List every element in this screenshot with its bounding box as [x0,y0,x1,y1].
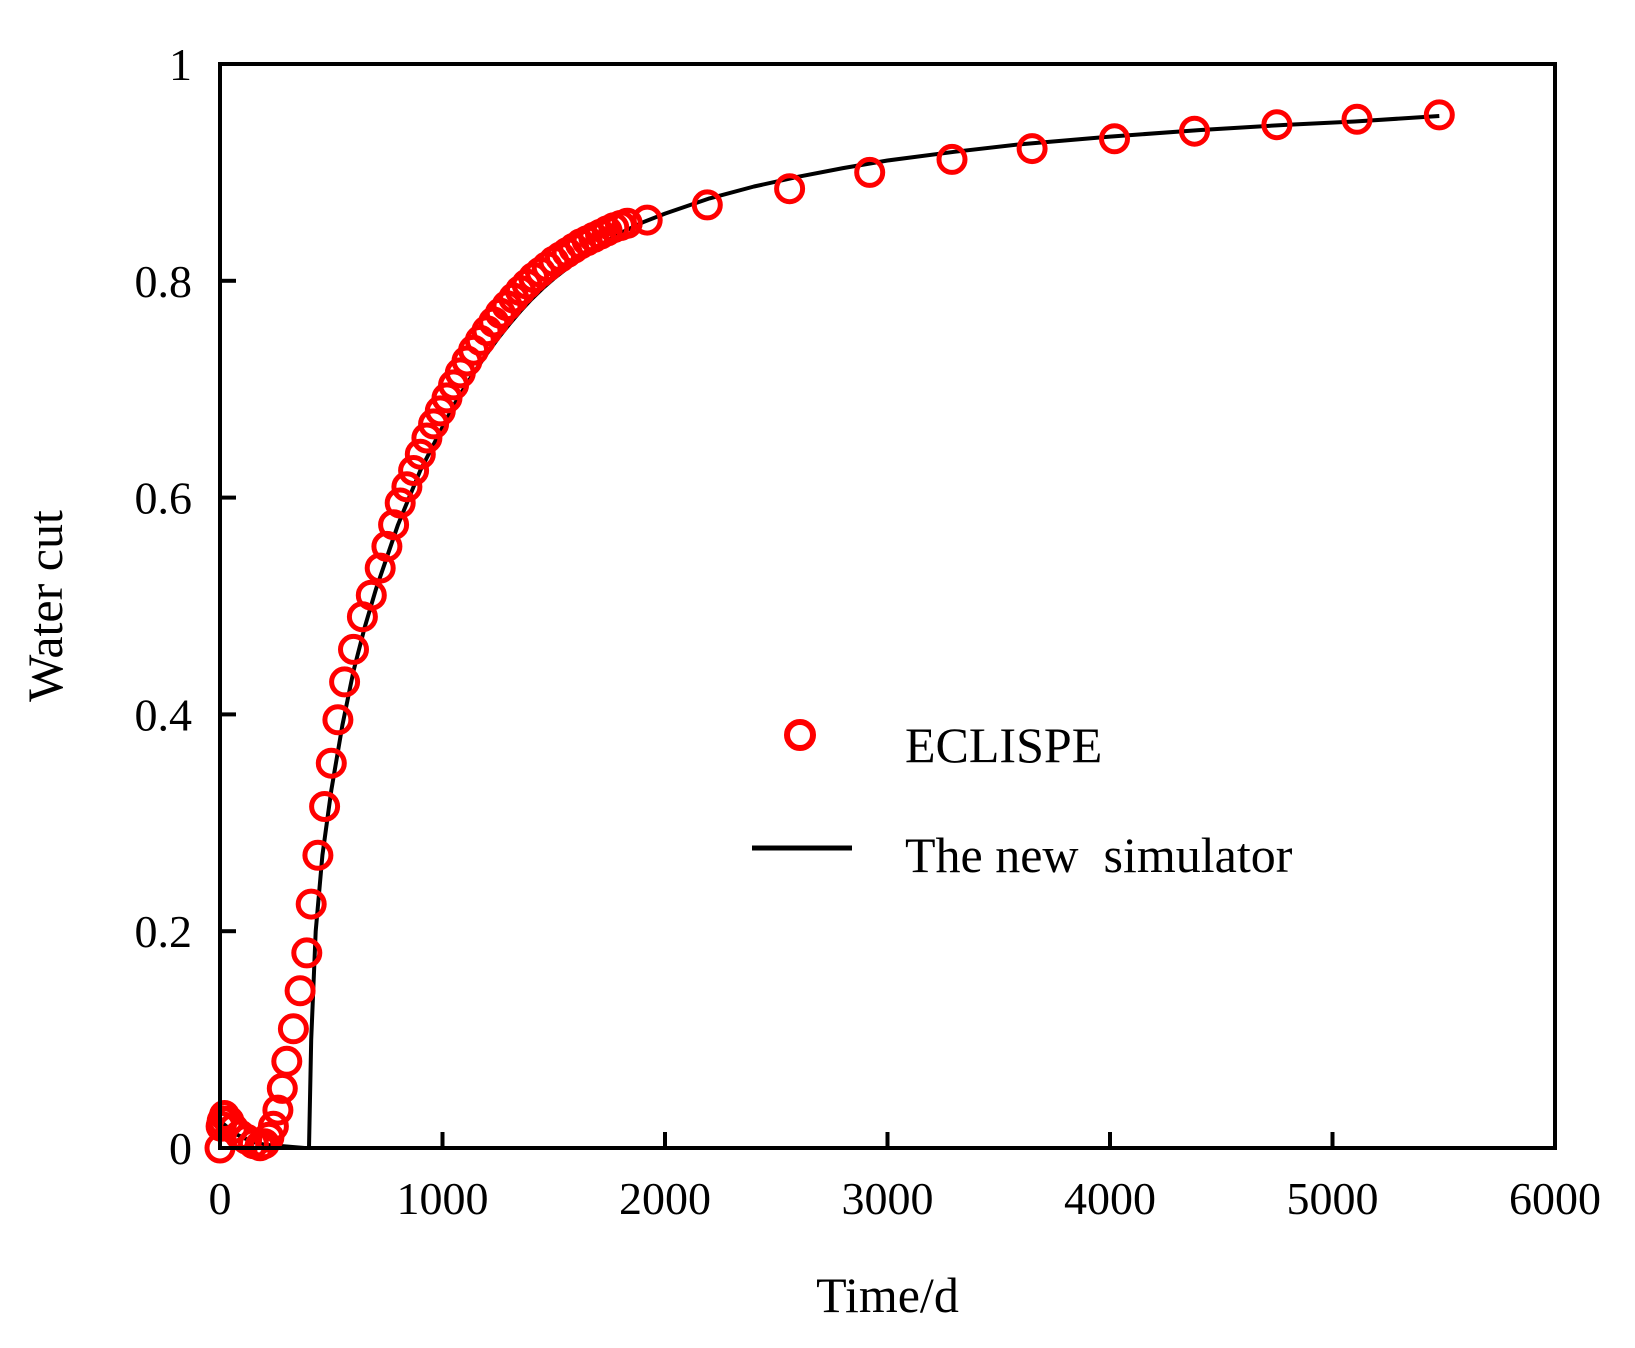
data-point-eclispe [774,173,806,205]
data-point-eclispe [398,455,430,486]
data-point-eclispe [1099,123,1130,155]
data-point-eclispe [329,666,361,698]
x-axis-title: Time/d [816,1267,959,1323]
data-point-eclispe [277,1013,309,1045]
data-point-eclispe [1016,133,1048,165]
data-point-eclispe [271,1045,303,1077]
data-point-eclispe [355,579,387,611]
y-tick-label: 0 [169,1123,192,1174]
x-tick-label: 6000 [1509,1173,1601,1224]
data-point-eclispe [936,143,968,175]
data-point-eclispe [309,791,341,822]
x-tick-label: 5000 [1287,1173,1379,1224]
x-tick-label: 4000 [1064,1173,1156,1224]
data-point-eclispe [302,839,334,871]
legend-label-eclispe: ECLISPE [905,717,1102,773]
y-tick-label: 0.8 [135,256,193,307]
data-point-eclispe [631,204,663,236]
data-point-eclispe [384,487,416,519]
plot-frame [218,62,1557,1150]
data-point-eclispe [1423,99,1455,131]
legend-label-new-simulator: The new simulator [905,827,1293,883]
data-point-eclispe [315,747,347,779]
data-point-eclispe [295,888,327,920]
data-point-eclispe [322,704,354,736]
data-point-eclispe [257,1110,289,1142]
data-point-eclispe [1341,103,1373,135]
y-axis-ticks: 0 0.2 0.4 0.6 0.8 1 [135,39,236,1174]
data-point-eclispe [1261,109,1293,141]
data-point-eclispe [1179,115,1210,147]
series-layer [204,99,1455,1164]
data-point-eclispe [338,633,369,665]
data-point-eclispe [854,156,886,188]
data-point-eclispe [611,207,643,239]
x-tick-label: 1000 [397,1173,489,1224]
x-axis-ticks: 0 1000 2000 3000 4000 5000 6000 [209,1132,1601,1224]
data-point-eclispe [691,189,723,221]
data-point-eclispe [404,438,436,470]
y-tick-label: 1 [169,39,192,90]
y-tick-label: 0.4 [135,689,193,740]
series-line-new-simulator [218,114,1440,1150]
data-point-eclispe [291,937,323,969]
y-tick-label: 0.6 [135,473,193,524]
data-point-eclispe [391,471,423,503]
x-tick-label: 0 [209,1173,232,1224]
legend: ECLISPE The new simulator [752,717,1293,883]
legend-marker-eclispe [784,719,816,751]
y-tick-label: 0.2 [135,906,193,957]
x-tick-label: 3000 [842,1173,934,1224]
y-axis-title: Water cut [17,510,73,702]
data-point-eclispe [284,975,316,1007]
data-point-eclispe [262,1094,294,1126]
x-tick-label: 2000 [619,1173,711,1224]
